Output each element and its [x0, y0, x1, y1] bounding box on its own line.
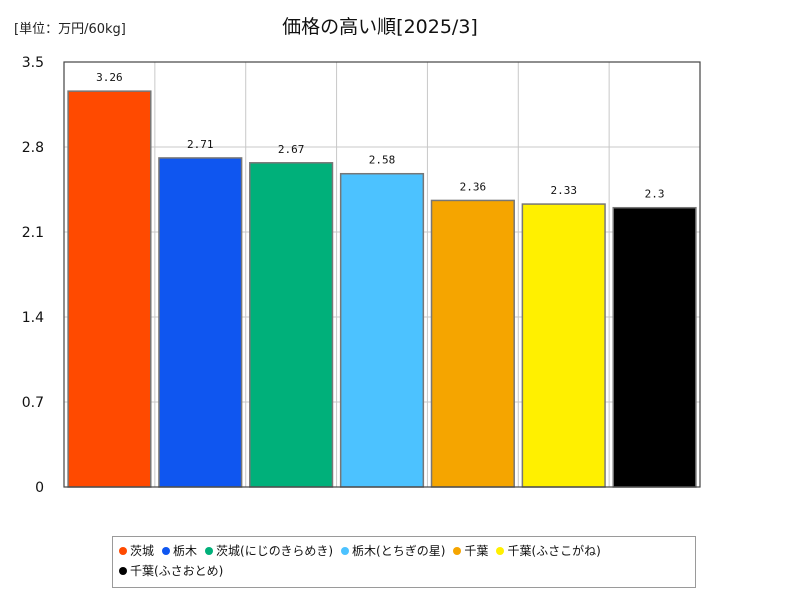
- legend-label: 茨城: [130, 544, 155, 558]
- bar: [521, 203, 606, 488]
- data-label: 3.26: [96, 71, 123, 84]
- legend-dot-icon: [341, 547, 350, 555]
- legend-label: 栃木(とちぎの星): [352, 544, 446, 558]
- bar: [67, 90, 152, 488]
- bar: [339, 172, 425, 488]
- chart-title: 価格の高い順[2025/3]: [282, 16, 478, 38]
- legend-item: 栃木(とちぎの星): [341, 541, 445, 561]
- legend-item: 茨城(にじのきらめき): [205, 541, 333, 561]
- y-tick-label: 0: [35, 480, 44, 496]
- y-tick-label: 3.5: [22, 55, 44, 71]
- legend-dot-icon: [162, 547, 171, 555]
- legend: 茨城 栃木 茨城(にじのきらめき) 栃木(とちぎの星) 千葉 千葉(ふさこがね) 千葉(ふさ…: [112, 536, 696, 588]
- data-label: 2.3: [645, 188, 665, 201]
- legend-label: 千葉(ふさおとめ): [130, 564, 224, 578]
- legend-label: 千葉: [464, 544, 489, 558]
- bar: [612, 206, 697, 488]
- legend-dot-icon: [119, 547, 127, 555]
- unit-label: [単位：万円/60kg]: [14, 22, 126, 37]
- legend-label: 栃木: [173, 544, 198, 558]
- data-label: 2.71: [187, 138, 214, 151]
- data-label: 2.58: [369, 154, 396, 167]
- legend-dot-icon: [205, 547, 214, 555]
- y-tick-label: 2.8: [22, 140, 44, 156]
- bar: [158, 157, 243, 488]
- data-label: 2.36: [460, 180, 487, 193]
- legend-item: 栃木: [162, 541, 197, 561]
- legend-dot-icon: [119, 567, 127, 575]
- bar-chart: 0 0.7 1.4 2.1 2.8 3.5 3.26 2.71 2.67 2.58 2.36 2.33…: [22, 55, 701, 496]
- legend-item: 千葉: [453, 541, 488, 561]
- legend-item: 千葉(ふさこがね): [496, 541, 601, 561]
- y-tick-label: 1.4: [22, 310, 44, 326]
- legend-dot-icon: [496, 547, 505, 555]
- bar: [430, 199, 515, 488]
- legend-label: 茨城(にじのきらめき): [216, 544, 334, 558]
- legend-item: 千葉(ふさおとめ): [119, 561, 223, 581]
- legend-dot-icon: [453, 547, 462, 555]
- y-tick-label: 0.7: [22, 395, 44, 411]
- legend-item: 茨城: [119, 541, 154, 561]
- y-tick-label: 2.1: [22, 225, 44, 241]
- data-label: 2.33: [550, 184, 577, 197]
- legend-label: 千葉(ふさこがね): [507, 544, 601, 558]
- data-label: 2.67: [278, 143, 305, 156]
- plot-frame: [63, 61, 701, 488]
- bar: [249, 162, 334, 488]
